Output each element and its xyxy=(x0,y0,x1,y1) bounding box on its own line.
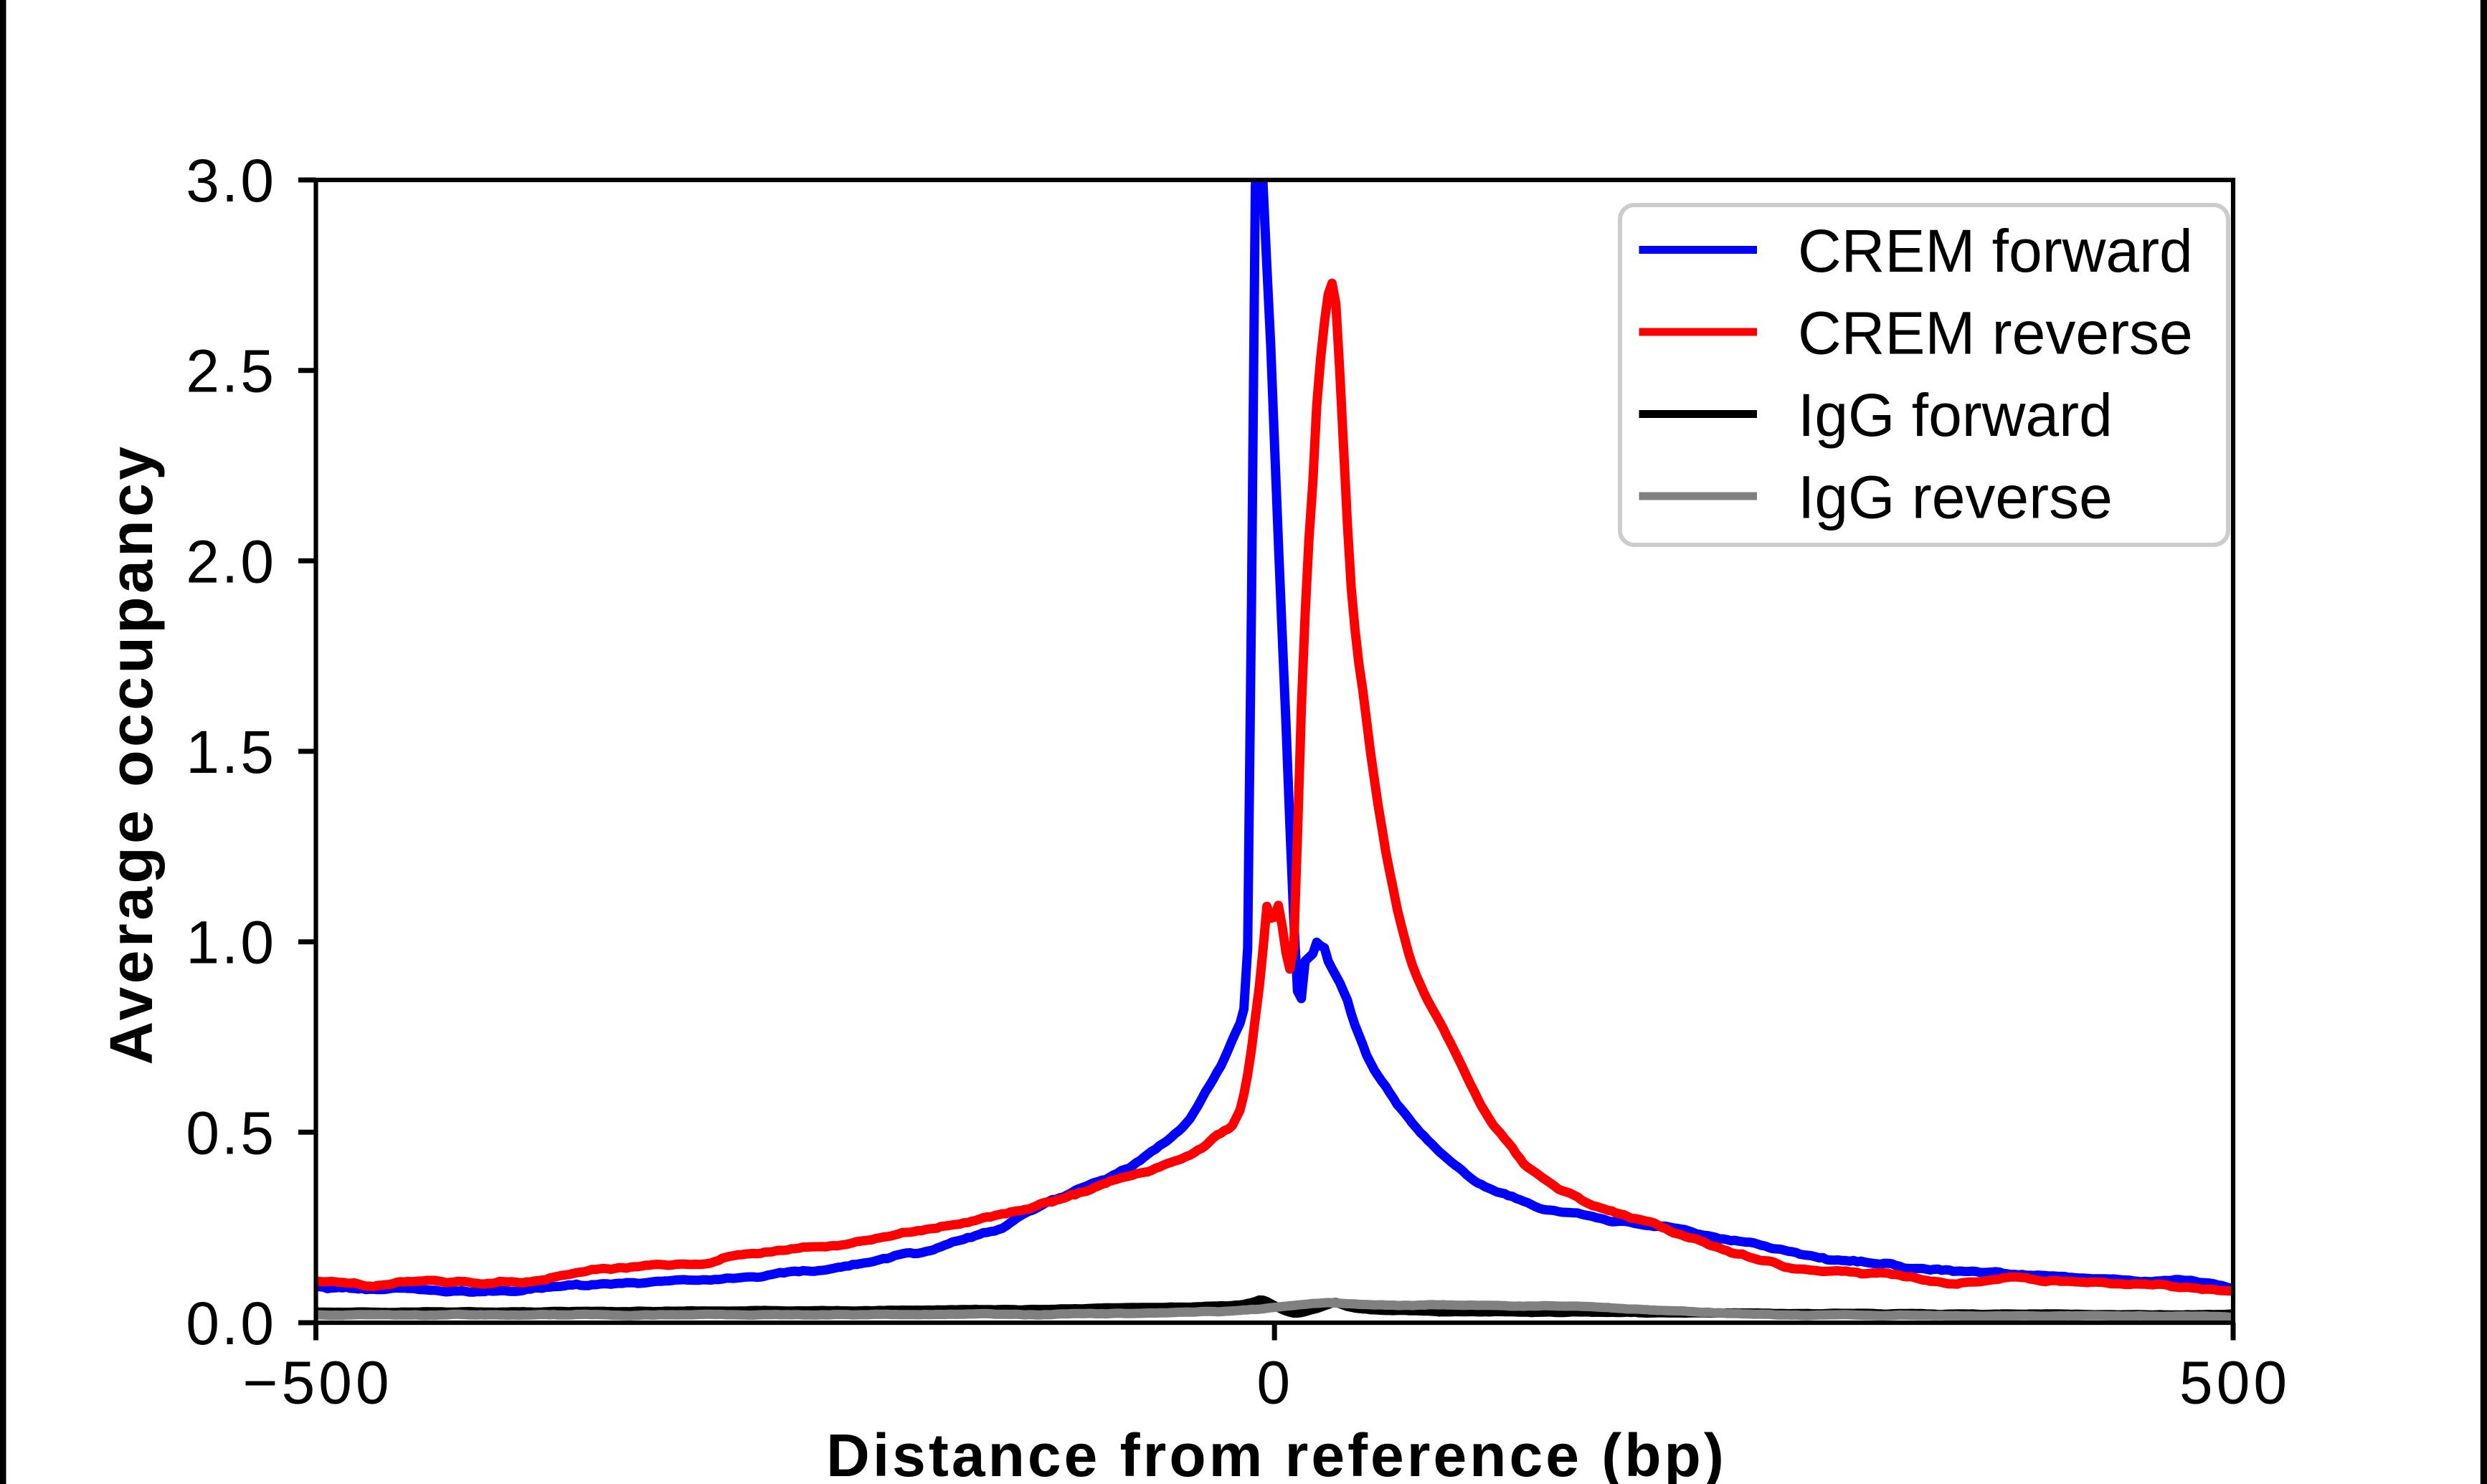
svg-text:IgG reverse: IgG reverse xyxy=(1798,464,2113,531)
svg-text:1.0: 1.0 xyxy=(186,909,276,976)
svg-text:CREM reverse: CREM reverse xyxy=(1798,300,2193,367)
svg-text:−500: −500 xyxy=(242,1349,392,1417)
svg-text:0.0: 0.0 xyxy=(186,1290,276,1357)
svg-text:2.5: 2.5 xyxy=(186,338,276,405)
svg-text:2.0: 2.0 xyxy=(186,528,276,595)
svg-text:0: 0 xyxy=(1256,1349,1292,1417)
svg-text:IgG forward: IgG forward xyxy=(1798,381,2113,449)
svg-text:0.5: 0.5 xyxy=(186,1099,276,1166)
svg-text:3.0: 3.0 xyxy=(186,147,276,214)
svg-text:1.5: 1.5 xyxy=(186,718,276,786)
svg-text:500: 500 xyxy=(2179,1349,2291,1417)
svg-text:CREM forward: CREM forward xyxy=(1798,217,2193,285)
svg-text:Distance from reference (bp): Distance from reference (bp) xyxy=(826,1422,1727,1484)
svg-text:Average occupancy: Average occupancy xyxy=(98,443,165,1065)
